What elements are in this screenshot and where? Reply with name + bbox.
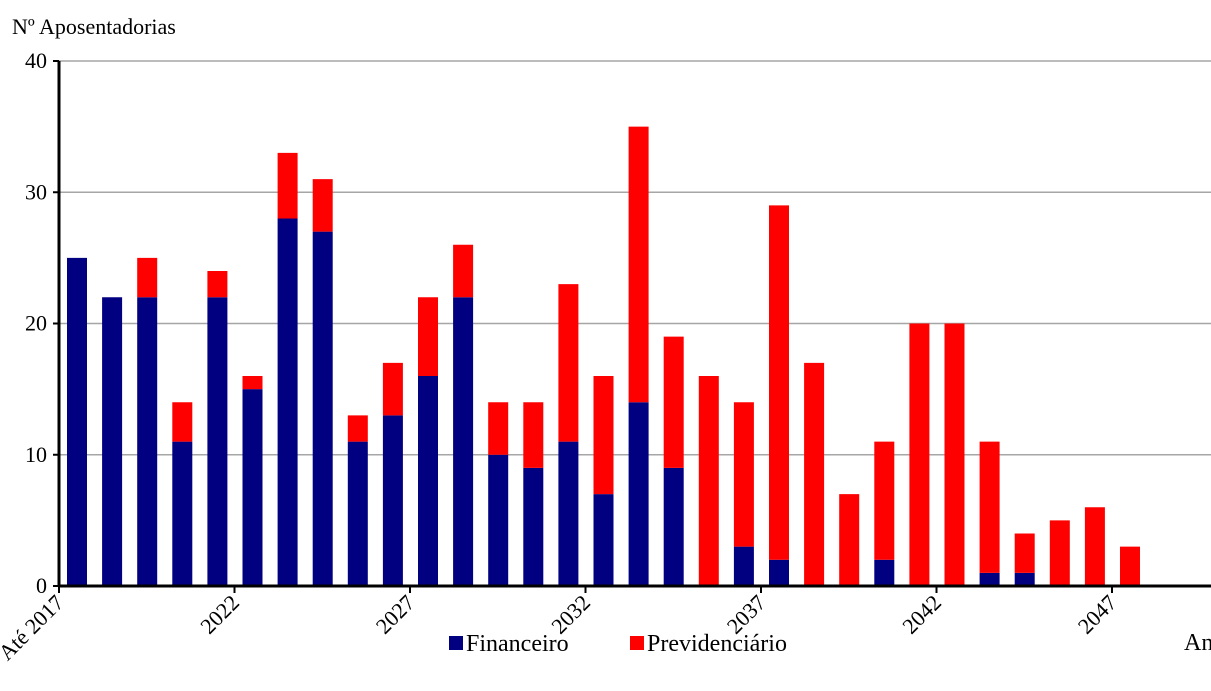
x-axis-title: Ano bbox=[1184, 630, 1211, 656]
bar-segment-previdenciario bbox=[382, 362, 403, 416]
bar-segment-previdenciario bbox=[347, 415, 368, 442]
y-tick-label: 30 bbox=[25, 179, 47, 204]
x-tick-label: 2047 bbox=[1073, 590, 1122, 639]
bar-segment-financeiro bbox=[769, 559, 789, 586]
bar-segment-previdenciario bbox=[839, 494, 860, 587]
bar-segment-previdenciario bbox=[488, 402, 509, 455]
bar-segment-financeiro bbox=[207, 297, 228, 586]
bar-segment-previdenciario bbox=[277, 152, 298, 219]
bar-segment-financeiro bbox=[277, 218, 298, 586]
bar-segment-previdenciario bbox=[453, 244, 474, 298]
y-axis-title: Nº Aposentadorias bbox=[12, 14, 176, 39]
bar-segment-financeiro bbox=[733, 546, 754, 587]
bar-segment-previdenciario bbox=[874, 441, 895, 560]
bar-segment-financeiro bbox=[453, 297, 474, 586]
y-tick-label: 10 bbox=[25, 442, 47, 467]
bar-segment-financeiro bbox=[102, 297, 123, 586]
bar-segment-financeiro bbox=[242, 389, 263, 587]
x-tick-label: 2022 bbox=[195, 590, 244, 639]
bar-segment-previdenciario bbox=[207, 271, 228, 298]
bar-segment-financeiro bbox=[593, 494, 614, 587]
bar-segment-financeiro bbox=[663, 467, 684, 587]
bar-segment-previdenciario bbox=[558, 284, 579, 442]
bar-segment-previdenciario bbox=[909, 323, 930, 586]
legend-label: Previdenciário bbox=[647, 631, 787, 657]
bar-segment-previdenciario bbox=[1120, 546, 1140, 587]
bar-segment-previdenciario bbox=[663, 336, 684, 468]
legend-label: Financeiro bbox=[466, 631, 569, 657]
bar-segment-previdenciario bbox=[944, 323, 965, 586]
bar-segment-previdenciario bbox=[172, 402, 193, 442]
y-tick-label: 20 bbox=[25, 311, 47, 336]
bar-segment-previdenciario bbox=[1049, 520, 1070, 587]
bar-segment-financeiro bbox=[137, 297, 158, 586]
bar-segment-previdenciario bbox=[769, 205, 789, 560]
bar-segment-financeiro bbox=[312, 231, 333, 587]
bar-segment-previdenciario bbox=[312, 179, 333, 232]
bar-segment-financeiro bbox=[382, 415, 403, 587]
bar-segment-previdenciario bbox=[628, 126, 649, 403]
bar-segment-financeiro bbox=[523, 467, 544, 587]
bar-segment-financeiro bbox=[628, 402, 649, 586]
bar-segment-financeiro bbox=[558, 441, 579, 587]
bar-segment-financeiro bbox=[979, 572, 1000, 587]
bar-segment-previdenciario bbox=[733, 402, 754, 547]
bar-segment-previdenciario bbox=[1014, 533, 1035, 573]
bar-segment-financeiro bbox=[874, 559, 895, 586]
legend-swatch bbox=[630, 636, 644, 650]
bar-segment-previdenciario bbox=[242, 376, 263, 390]
bar-segment-financeiro bbox=[1014, 572, 1035, 587]
bar-segment-financeiro bbox=[488, 454, 509, 586]
bar-segment-previdenciario bbox=[1084, 507, 1105, 586]
legend: Financeiro Previdenciário bbox=[449, 631, 787, 657]
bar-segment-previdenciario bbox=[593, 376, 614, 495]
x-tick-label: Até 2017 bbox=[0, 590, 69, 665]
bar-segment-previdenciario bbox=[137, 257, 158, 298]
bar-segment-financeiro bbox=[172, 441, 193, 587]
bar-segment-financeiro bbox=[418, 376, 438, 586]
y-tick-label: 40 bbox=[25, 48, 47, 73]
bar-segment-previdenciario bbox=[418, 297, 438, 376]
bar-segment-financeiro bbox=[347, 441, 368, 587]
y-tick-label: 0 bbox=[36, 573, 47, 598]
legend-swatch bbox=[449, 636, 463, 650]
bar-segment-previdenciario bbox=[979, 441, 1000, 573]
bars bbox=[67, 126, 1140, 587]
x-tick-label: 2042 bbox=[897, 590, 946, 639]
bar-segment-previdenciario bbox=[804, 362, 825, 587]
x-tick-label: 2027 bbox=[371, 590, 420, 639]
bar-segment-previdenciario bbox=[698, 376, 719, 586]
bar-segment-previdenciario bbox=[523, 402, 544, 468]
y-tick-labels: 0 10 20 30 40 bbox=[25, 48, 59, 598]
bar-segment-financeiro bbox=[67, 257, 87, 587]
